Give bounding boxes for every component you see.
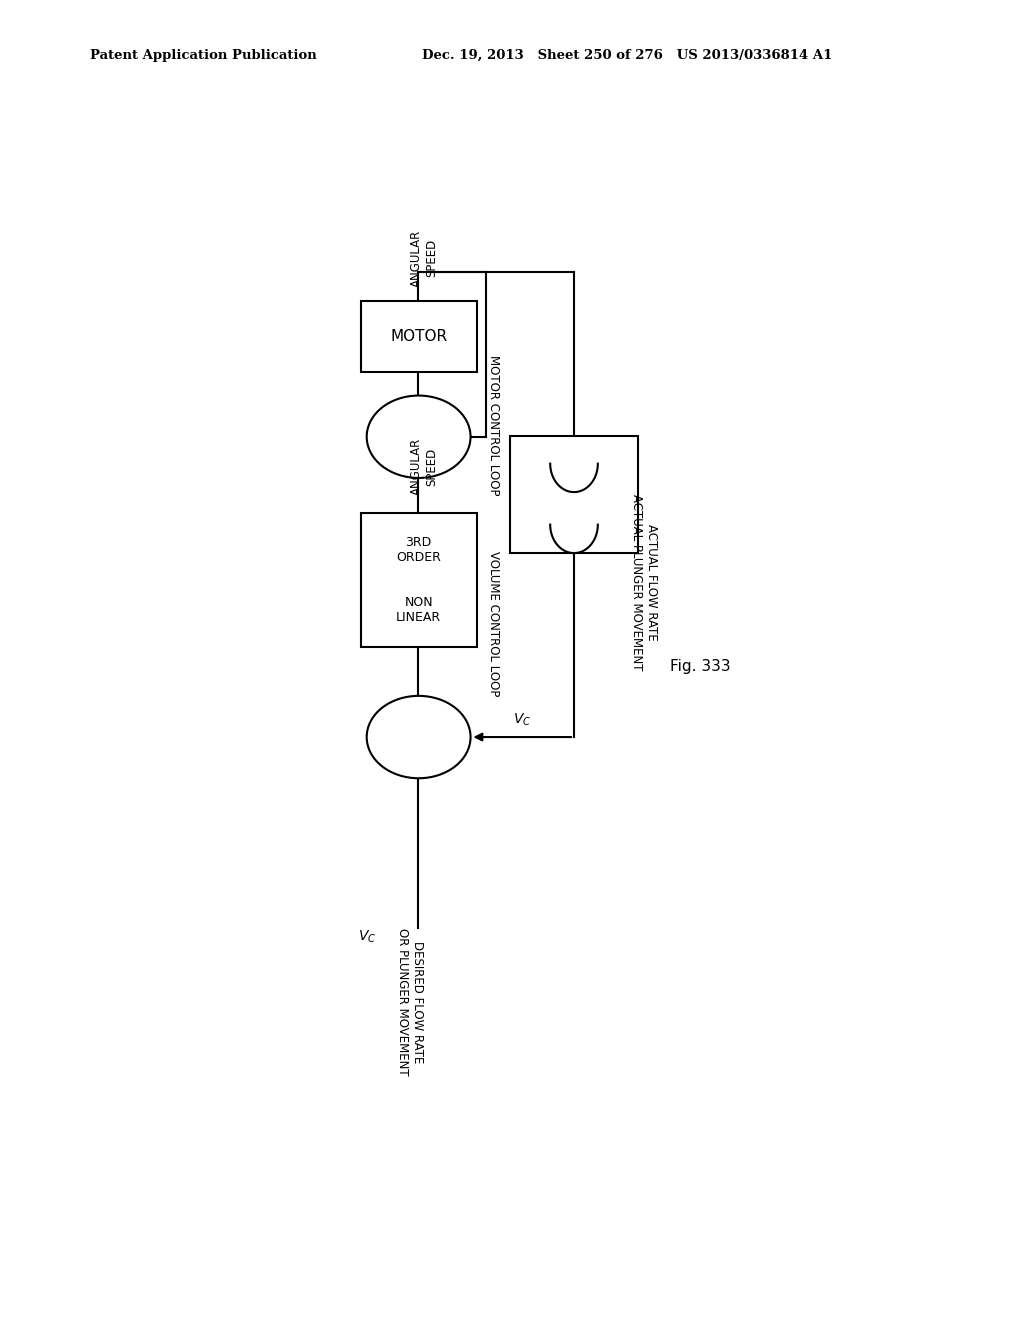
Text: Patent Application Publication: Patent Application Publication [90, 49, 316, 62]
Text: Fig. 333: Fig. 333 [671, 659, 731, 675]
Text: MOTOR: MOTOR [390, 329, 447, 345]
Bar [510, 436, 638, 553]
Text: ANGULAR
SPEED: ANGULAR SPEED [410, 438, 438, 495]
Text: ACTUAL FLOW RATE
ACTUAL PLUNGER MOVEMENT: ACTUAL FLOW RATE ACTUAL PLUNGER MOVEMENT [630, 494, 658, 671]
Text: ANGULAR
SPEED: ANGULAR SPEED [410, 230, 438, 286]
Text: DESIRED FLOW RATE
OR PLUNGER MOVEMENT: DESIRED FLOW RATE OR PLUNGER MOVEMENT [396, 928, 424, 1076]
Ellipse shape [367, 696, 471, 779]
Text: 3RD
ORDER: 3RD ORDER [396, 536, 441, 565]
Text: MOTOR CONTROL LOOP: MOTOR CONTROL LOOP [487, 355, 501, 495]
Text: VOLUME CONTROL LOOP: VOLUME CONTROL LOOP [487, 550, 501, 696]
Text: $V_C$: $V_C$ [513, 711, 531, 727]
Bar [360, 301, 477, 372]
Bar [360, 512, 477, 647]
Text: NON
LINEAR: NON LINEAR [396, 595, 441, 623]
Text: Dec. 19, 2013   Sheet 250 of 276   US 2013/0336814 A1: Dec. 19, 2013 Sheet 250 of 276 US 2013/0… [422, 49, 833, 62]
Text: $V_C$: $V_C$ [358, 928, 377, 945]
Ellipse shape [367, 396, 471, 478]
